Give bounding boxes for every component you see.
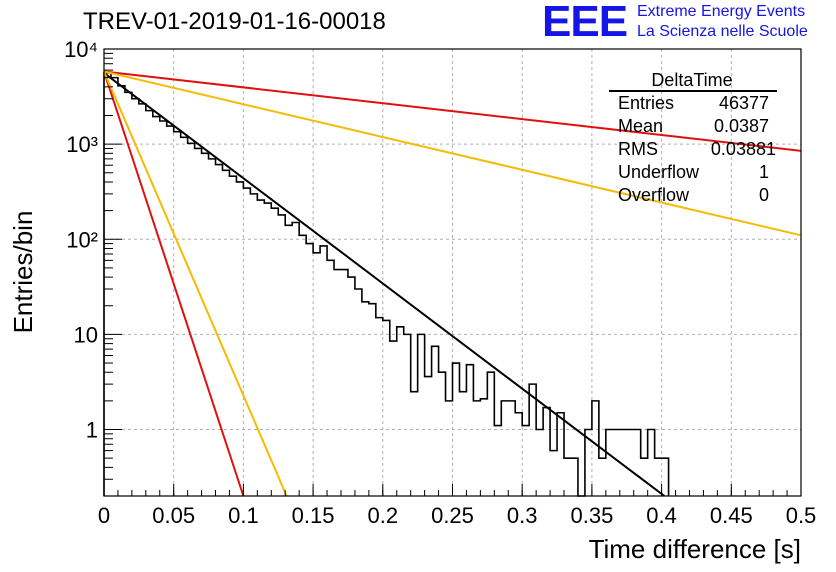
stats-box: DeltaTime Entries 46377 Mean 0.0387 RMS … xyxy=(609,70,777,205)
eee-logo-line1: Extreme Energy Events xyxy=(637,3,806,20)
x-tick-label: 0.15 xyxy=(292,503,335,528)
stats-label-mean: Mean xyxy=(618,116,663,136)
fit-lines xyxy=(103,70,802,497)
x-tick-label: 0.25 xyxy=(431,503,474,528)
y-tick-label: 1 xyxy=(86,418,98,443)
x-tick-label: 0.05 xyxy=(152,503,195,528)
x-tick-label: 0.4 xyxy=(646,503,677,528)
stats-label-rms: RMS xyxy=(618,139,658,159)
x-axis-label: Time difference [s] xyxy=(589,534,801,564)
exponential-line xyxy=(103,71,245,497)
exponential-line xyxy=(103,72,665,497)
x-tick-label: 0.45 xyxy=(710,503,753,528)
stats-label-underflow: Underflow xyxy=(618,162,700,182)
y-tick-label: 10³ xyxy=(66,132,98,157)
stats-name: DeltaTime xyxy=(651,70,732,90)
x-tick-label: 0.3 xyxy=(507,503,538,528)
stats-value-mean: 0.0387 xyxy=(714,116,769,136)
x-tick-label: 0 xyxy=(98,503,110,528)
stats-value-rms: 0.03881 xyxy=(711,139,776,159)
x-tick-label: 0.1 xyxy=(228,503,259,528)
stats-label-overflow: Overflow xyxy=(618,185,690,205)
y-tick-label: 10⁴ xyxy=(64,37,98,62)
exponential-line xyxy=(103,71,288,497)
y-tick-label: 10 xyxy=(74,322,98,347)
x-tick-label: 0.2 xyxy=(368,503,399,528)
histogram-outline xyxy=(103,72,670,497)
x-tick-label: 0.5 xyxy=(786,503,817,528)
eee-logo: EEE xyxy=(542,0,628,46)
x-tick-label: 0.35 xyxy=(570,503,613,528)
stats-value-overflow: 0 xyxy=(759,185,769,205)
grid xyxy=(104,49,801,496)
stats-label-entries: Entries xyxy=(618,93,674,113)
chart-title: TREV-01-2019-01-16-00018 xyxy=(83,8,386,35)
tick-labels: 0 0.05 0.1 0.15 0.2 0.25 0.3 0.35 0.4 0.45 0.51101… xyxy=(64,37,816,528)
y-axis-label: Entries/bin xyxy=(8,211,38,334)
y-tick-label: 10² xyxy=(66,227,98,252)
stats-value-underflow: 1 xyxy=(759,162,769,182)
exponential-line xyxy=(103,70,802,152)
axis-ticks xyxy=(103,48,802,497)
exponential-line xyxy=(103,70,802,237)
stats-value-entries: 46377 xyxy=(719,93,769,113)
histogram xyxy=(103,72,670,497)
eee-logo-line2: La Scienza nelle Scuole xyxy=(637,23,808,40)
